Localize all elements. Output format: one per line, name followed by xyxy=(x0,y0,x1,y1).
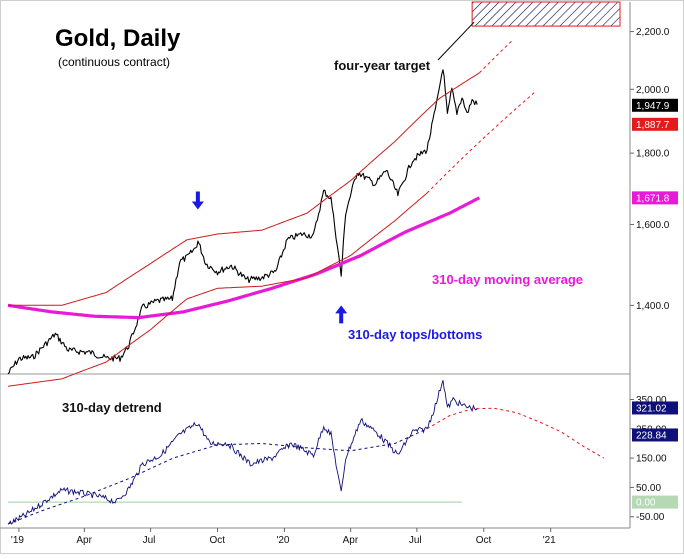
price-badge-1-947-9: 1,947.9 xyxy=(632,98,678,112)
price-badge-1-671-8-bg xyxy=(632,191,678,205)
detrend-badge-321-02-bg xyxy=(632,401,678,415)
chart-title: Gold, Daily xyxy=(55,25,181,52)
price-y-tick-label: 1,600.0 xyxy=(636,220,670,231)
annotation-tops-bottoms: 310-day tops/bottoms xyxy=(348,327,482,342)
series-lower-band xyxy=(7,192,428,387)
detrend-y-tick-label: 350.00 xyxy=(636,395,667,406)
series-price xyxy=(7,69,478,375)
detrend-panel: 350.00250.00150.0050.00-50.00321.02228.8… xyxy=(7,380,678,525)
detrend-y-tick-label: -50.00 xyxy=(636,512,665,523)
marker-arrow-shape xyxy=(335,305,348,324)
target-pointer-line xyxy=(437,21,475,61)
x-tick-label: Oct xyxy=(476,535,492,546)
series-310-day-moving-average xyxy=(7,196,481,320)
detrend-badge-228-84-text: 228.84 xyxy=(636,430,667,441)
x-tick-label: Jul xyxy=(143,535,156,546)
price-badge-1-887-7: 1,887.7 xyxy=(632,117,678,131)
annotation-moving-average: 310-day moving average xyxy=(432,272,583,287)
x-tick-label: Apr xyxy=(76,535,92,546)
chart-subtitle: (continuous contract) xyxy=(58,55,170,69)
series-detrend-cycle xyxy=(7,428,428,525)
marker-arrow-up xyxy=(335,305,348,324)
detrend-badge-228-84: 228.84 xyxy=(632,428,678,442)
detrend-title: 310-day detrend xyxy=(62,400,162,415)
x-tick-label: '20 xyxy=(276,535,289,546)
price-y-tick-label: 1,800.0 xyxy=(636,149,670,160)
series-upper-band-projection xyxy=(479,39,514,74)
detrend-badge-321-02-text: 321.02 xyxy=(636,403,667,414)
series-lower-band-projection xyxy=(426,91,536,194)
x-tick-label: '21 xyxy=(543,535,556,546)
detrend-badge-0-00: 0.00 xyxy=(632,495,678,509)
price-badge-1-947-9-text: 1,947.9 xyxy=(636,101,670,112)
x-tick-label: '19 xyxy=(11,535,24,546)
detrend-y-tick-label: 50.00 xyxy=(636,483,661,494)
x-tick-label: Oct xyxy=(210,535,226,546)
price-y-tick-label: 1,400.0 xyxy=(636,301,670,312)
price-y-tick-label: 2,200.0 xyxy=(636,27,670,38)
detrend-badge-0-00-text: 0.00 xyxy=(636,498,656,509)
price-badge-1-887-7-bg xyxy=(632,117,678,131)
series-detrend xyxy=(7,380,478,525)
detrend-badge-228-84-bg xyxy=(632,428,678,442)
price-badge-1-887-7-text: 1,887.7 xyxy=(636,120,670,131)
price-panel: 2,200.0 2,000.0 1,800.0 1,600.0 1,400.0 1,947… xyxy=(7,1,678,387)
target-zone-box xyxy=(471,1,621,27)
detrend-y-tick-label: 150.00 xyxy=(636,454,667,465)
price-y-tick-label: 2,000.0 xyxy=(636,85,670,96)
detrend-badge-0-00-bg xyxy=(632,495,678,509)
x-tick-label: Jul xyxy=(409,535,422,546)
series-detrend-projection xyxy=(426,407,605,459)
detrend-badge-321-02: 321.02 xyxy=(632,401,678,415)
price-badge-1-671-8-text: 1,671.8 xyxy=(636,193,670,204)
annotation-four-year-target: four-year target xyxy=(334,58,431,73)
marker-arrow-down xyxy=(191,191,204,210)
x-tick-label: Apr xyxy=(343,535,359,546)
price-badge-1-947-9-bg xyxy=(632,98,678,112)
series-upper-band xyxy=(8,72,480,306)
price-badge-1-671-8: 1,671.8 xyxy=(632,191,678,205)
x-axis: '19 Apr Jul Oct '20 Apr Jul Oct '21 xyxy=(11,528,556,546)
marker-arrow-shape xyxy=(191,191,204,210)
